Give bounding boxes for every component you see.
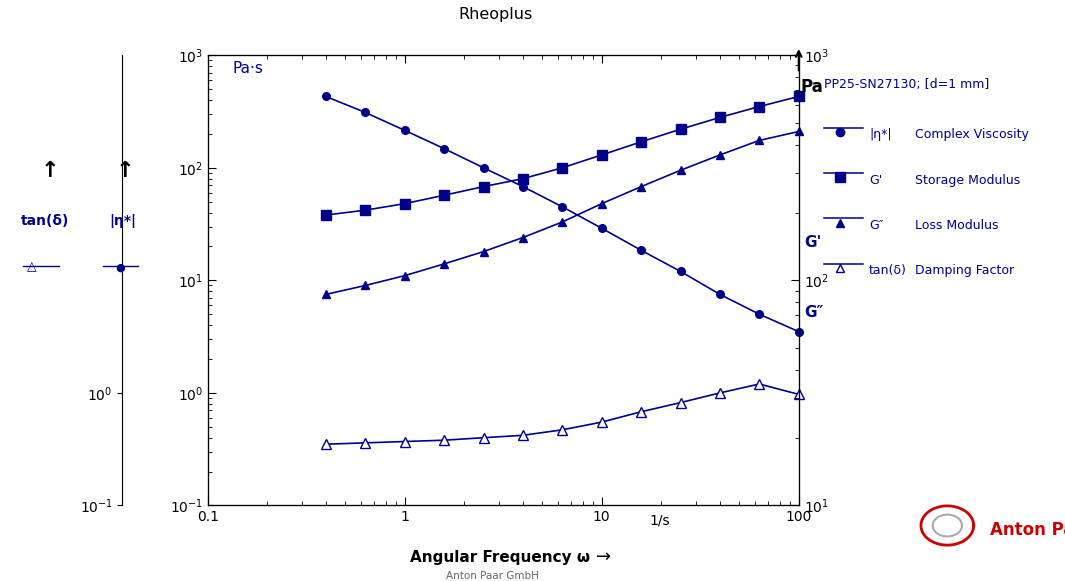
Text: ↑: ↑ bbox=[116, 161, 134, 181]
Text: Loss Modulus: Loss Modulus bbox=[915, 219, 998, 232]
Text: G': G' bbox=[804, 235, 821, 250]
Text: △: △ bbox=[27, 260, 36, 273]
Text: Pa·s: Pa·s bbox=[232, 60, 263, 76]
Text: G″: G″ bbox=[804, 304, 823, 320]
Text: |η*|: |η*| bbox=[869, 128, 891, 141]
Text: Rheoplus: Rheoplus bbox=[458, 6, 532, 21]
Text: →: → bbox=[596, 548, 611, 566]
Text: Anton Paar: Anton Paar bbox=[990, 521, 1065, 539]
Text: Anton Paar GmbH: Anton Paar GmbH bbox=[445, 571, 539, 580]
Text: Pa: Pa bbox=[801, 78, 823, 96]
Text: tan(δ): tan(δ) bbox=[21, 214, 69, 228]
Text: Damping Factor: Damping Factor bbox=[915, 264, 1014, 277]
Text: Storage Modulus: Storage Modulus bbox=[915, 174, 1020, 187]
Text: G': G' bbox=[869, 174, 882, 187]
Text: Complex Viscosity: Complex Viscosity bbox=[915, 128, 1029, 141]
Text: tan(δ): tan(δ) bbox=[869, 264, 907, 277]
Text: G″: G″ bbox=[869, 219, 883, 232]
Text: PP25-SN27130; [d=1 mm]: PP25-SN27130; [d=1 mm] bbox=[824, 78, 989, 91]
Text: ●: ● bbox=[115, 262, 125, 272]
Text: ↑: ↑ bbox=[40, 161, 59, 181]
Text: Angular Frequency ω: Angular Frequency ω bbox=[410, 550, 590, 565]
Text: 1/s: 1/s bbox=[650, 514, 670, 528]
Text: |η*|: |η*| bbox=[110, 214, 136, 228]
